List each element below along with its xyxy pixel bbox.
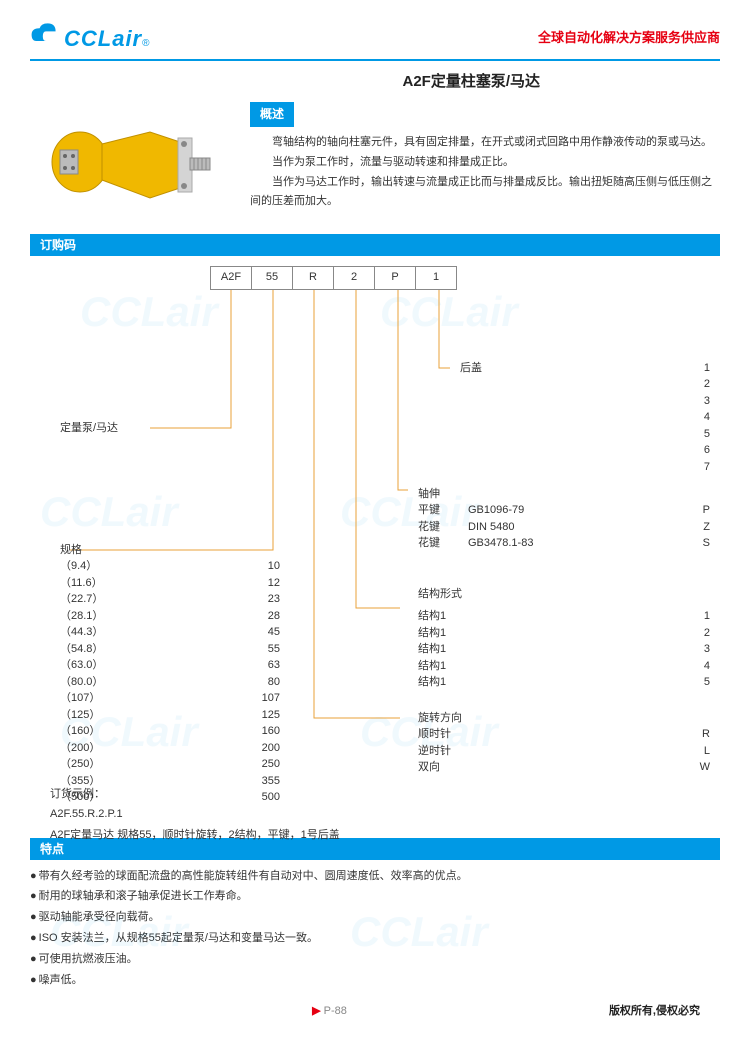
spec-l: （80.0） <box>60 674 220 691</box>
shaft-m: GB3478.1-83 <box>468 535 680 552</box>
bc-v: 5 <box>690 426 710 443</box>
spec-l: （250） <box>60 756 220 773</box>
page-header: CCLair ® 全球自动化解决方案服务供应商 <box>30 20 720 61</box>
shaft-m: GB1096-79 <box>468 502 680 519</box>
spec-r: 160 <box>220 723 280 740</box>
bc-v: 7 <box>690 459 710 476</box>
header-tagline: 全球自动化解决方案服务供应商 <box>538 28 720 48</box>
root-label: 定量泵/马达 <box>60 420 118 437</box>
spec-r: 63 <box>220 657 280 674</box>
overview-heading: 概述 <box>250 102 294 128</box>
spec-r: 23 <box>220 591 280 608</box>
spec-r: 28 <box>220 608 280 625</box>
shaft-r: Z <box>680 519 710 536</box>
feature-item: 耐用的球轴承和滚子轴承促进长工作寿命。 <box>30 886 720 907</box>
spec-l: （63.0） <box>60 657 220 674</box>
spec-l: （125） <box>60 707 220 724</box>
spec-r: 55 <box>220 641 280 658</box>
bc-v: 6 <box>690 442 710 459</box>
struct-l: 结构1 <box>418 674 680 691</box>
feature-item: 可使用抗燃液压油。 <box>30 949 720 970</box>
product-image <box>30 102 230 222</box>
spec-r: 250 <box>220 756 280 773</box>
struct-l: 结构1 <box>418 625 680 642</box>
structure-heading: 结构形式 <box>418 586 710 603</box>
code-box-2: R <box>292 266 334 290</box>
struct-l: 结构1 <box>418 658 680 675</box>
bc-v: 4 <box>690 409 710 426</box>
spec-l: （22.7） <box>60 591 220 608</box>
feature-item: 噪声低。 <box>30 970 720 991</box>
spec-r: 200 <box>220 740 280 757</box>
bc-v: 2 <box>690 376 710 393</box>
struct-r: 1 <box>680 608 710 625</box>
overview-p1: 弯轴结构的轴向柱塞元件，具有固定排量，在开式或闭式回路中用作静液传动的泵或马达。 <box>250 133 720 153</box>
bc-v: 1 <box>690 360 710 377</box>
code-box-4: P <box>374 266 416 290</box>
order-tree: 定量泵/马达 后盖 1 2 3 4 5 6 7 <box>30 290 720 830</box>
logo-icon <box>30 20 62 46</box>
example-desc: A2F定量马达 规格55，顺时针旋转，2结构，平键，1号后盖 <box>50 827 690 844</box>
spec-r: 10 <box>220 558 280 575</box>
bc-v: 3 <box>690 393 710 410</box>
spec-r: 80 <box>220 674 280 691</box>
code-box-5: 1 <box>415 266 457 290</box>
struct-r: 2 <box>680 625 710 642</box>
rot-r: R <box>680 726 710 743</box>
backcover-label: 后盖 <box>460 360 690 476</box>
spec-l: （44.3） <box>60 624 220 641</box>
order-code-boxes: A2F 55 R 2 P 1 <box>210 266 720 290</box>
logo-text: CCLair <box>64 22 142 55</box>
overview-p2: 当作为泵工作时，流量与驱动转速和排量成正比。 <box>250 153 720 173</box>
rot-l: 双向 <box>418 759 680 776</box>
shaft-l: 平键 <box>418 502 468 519</box>
rot-r: W <box>680 759 710 776</box>
struct-l: 结构1 <box>418 608 680 625</box>
struct-r: 5 <box>680 674 710 691</box>
shaft-heading: 轴伸 <box>418 486 710 503</box>
spec-l: （160） <box>60 723 220 740</box>
feature-item: 带有久经考验的球面配流盘的高性能旋转组件有自动对中、圆周速度低、效率高的优点。 <box>30 866 720 887</box>
footer-copyright: 版权所有,侵权必究 <box>609 1003 700 1020</box>
page-title: A2F定量柱塞泵/马达 <box>402 71 720 94</box>
overview-block: 概述 弯轴结构的轴向柱塞元件，具有固定排量，在开式或闭式回路中用作静液传动的泵或… <box>250 102 720 222</box>
code-box-3: 2 <box>333 266 375 290</box>
order-heading: 订购码 <box>30 234 720 256</box>
logo: CCLair ® <box>30 20 150 55</box>
example-heading: 订货示例： <box>50 786 690 803</box>
rot-l: 逆时针 <box>418 743 680 760</box>
code-box-1: 55 <box>251 266 293 290</box>
spec-l: （28.1） <box>60 608 220 625</box>
spec-r: 12 <box>220 575 280 592</box>
spec-r: 45 <box>220 624 280 641</box>
struct-r: 4 <box>680 658 710 675</box>
rotation-heading: 旋转方向 <box>418 710 710 727</box>
feature-item: 驱动轴能承受径向载荷。 <box>30 907 720 928</box>
spec-l: （200） <box>60 740 220 757</box>
spec-l: （11.6） <box>60 575 220 592</box>
shaft-r: S <box>680 535 710 552</box>
example-code: A2F.55.R.2.P.1 <box>50 806 690 823</box>
spec-r: 107 <box>220 690 280 707</box>
logo-r: ® <box>142 36 149 51</box>
struct-l: 结构1 <box>418 641 680 658</box>
rot-l: 顺时针 <box>418 726 680 743</box>
page-footer: ▶ P-88 版权所有,侵权必究 <box>30 1003 720 1020</box>
spec-l: （9.4） <box>60 558 220 575</box>
shaft-l: 花键 <box>418 535 468 552</box>
footer-page: ▶ P-88 <box>312 1003 347 1020</box>
spec-r: 125 <box>220 707 280 724</box>
features-list: 带有久经考验的球面配流盘的高性能旋转组件有自动对中、圆周速度低、效率高的优点。耐… <box>30 866 720 991</box>
rot-r: L <box>680 743 710 760</box>
spec-l: （107） <box>60 690 220 707</box>
spec-l: （54.8） <box>60 641 220 658</box>
shaft-l: 花键 <box>418 519 468 536</box>
spec-heading: 规格 <box>60 542 290 559</box>
feature-item: ISO 安装法兰，从规格55起定量泵/马达和变量马达一致。 <box>30 928 720 949</box>
overview-p3: 当作为马达工作时，输出转速与流量成正比而与排量成反比。输出扭矩随高压侧与低压侧之… <box>250 173 720 213</box>
code-box-0: A2F <box>210 266 252 290</box>
struct-r: 3 <box>680 641 710 658</box>
shaft-r: P <box>680 502 710 519</box>
shaft-m: DIN 5480 <box>468 519 680 536</box>
